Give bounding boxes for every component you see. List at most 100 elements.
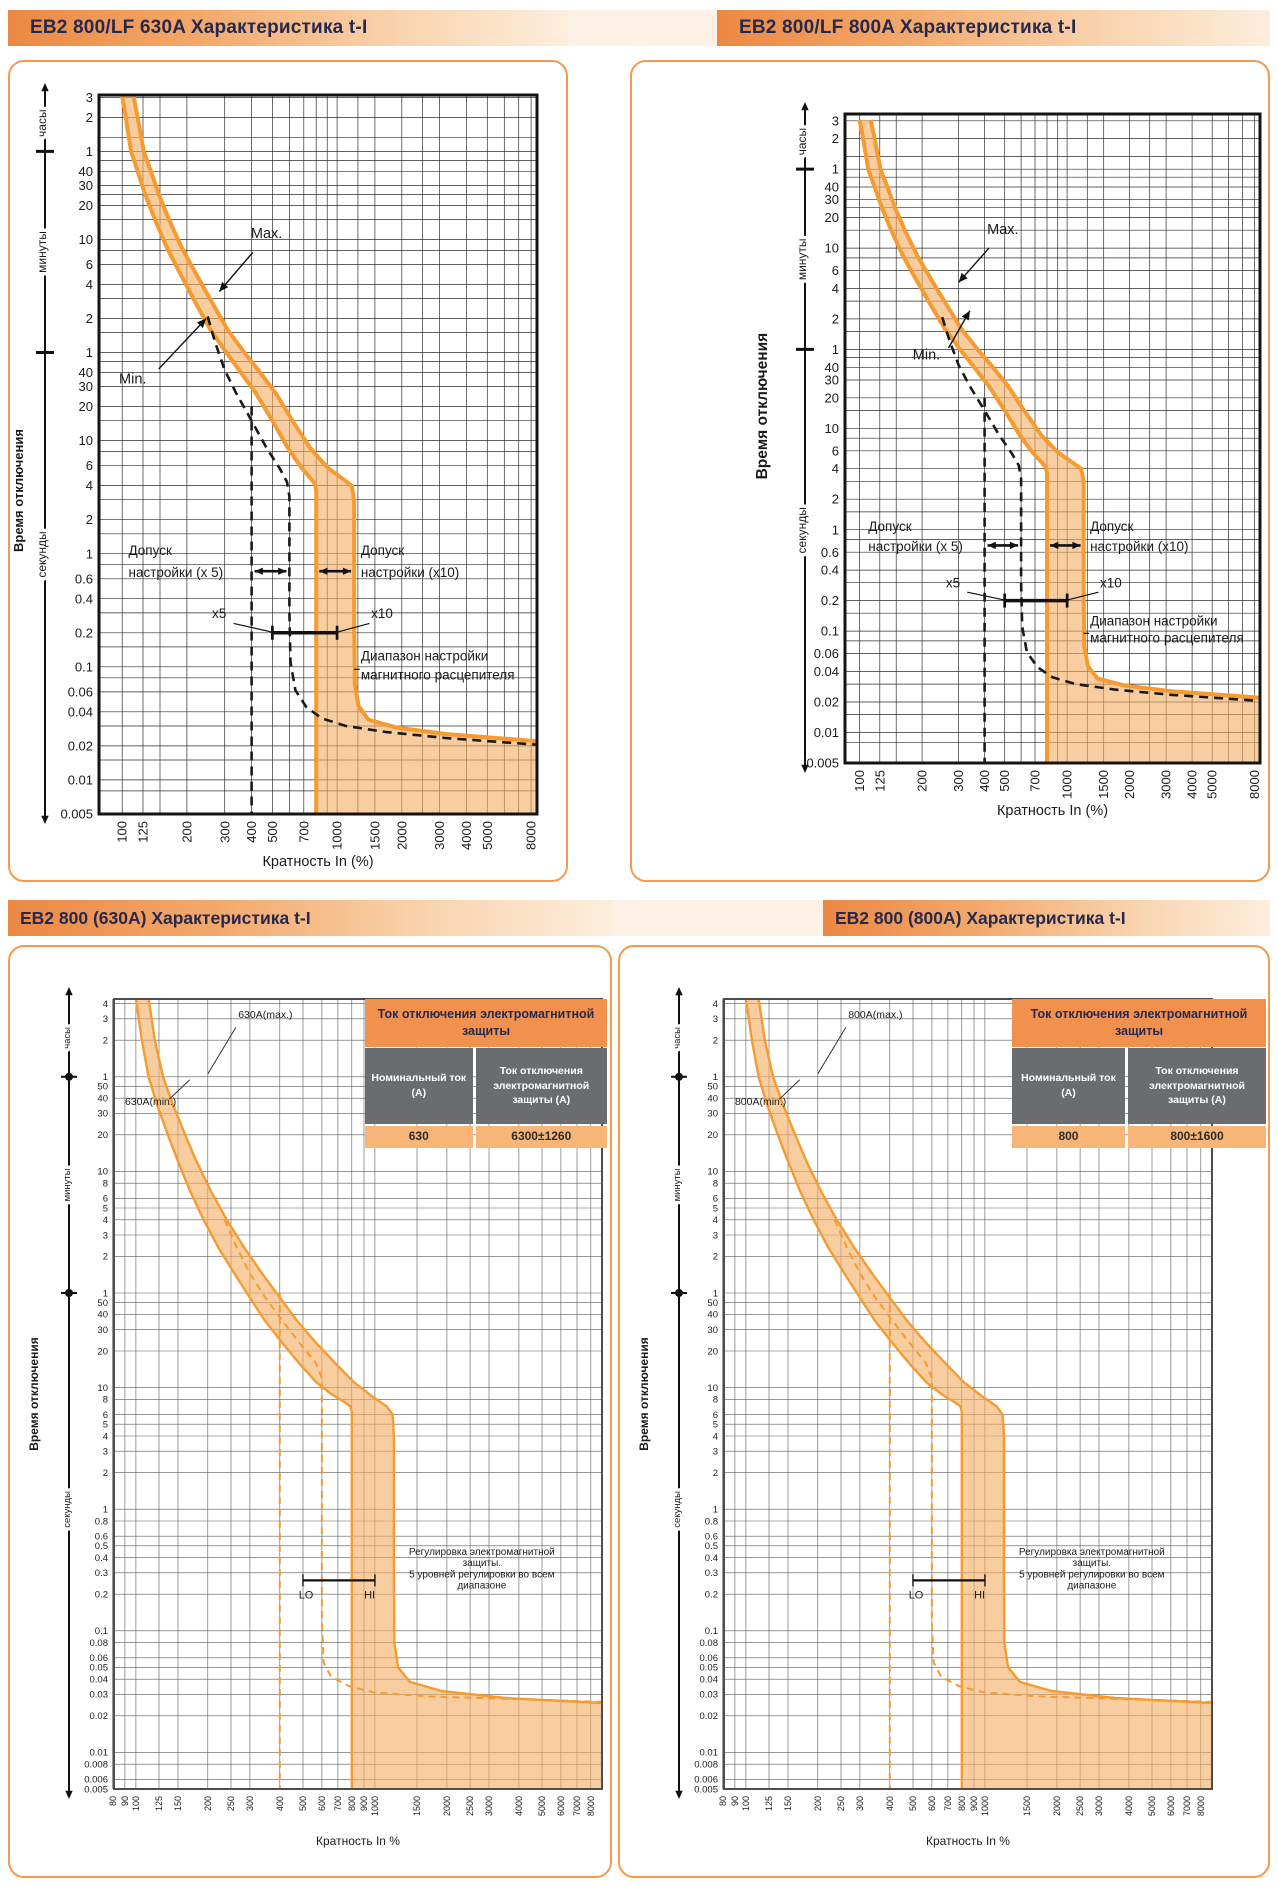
y-tick-label: 6 <box>713 1410 718 1421</box>
y-tick-label: 0.08 <box>700 1638 719 1649</box>
time-unit-label: минуты <box>35 231 49 273</box>
x-tick-label: 250 <box>226 1796 236 1811</box>
grid-line <box>967 591 1005 601</box>
arrowhead <box>219 281 229 292</box>
y-tick-label: 0.02 <box>68 738 93 753</box>
x-tick-label: 3000 <box>1159 770 1174 799</box>
arrowhead <box>801 102 809 111</box>
time-unit-label: минуты <box>795 238 809 280</box>
min-setting-dashed-curve <box>223 1219 603 1703</box>
y-tick-label: 10 <box>825 421 839 436</box>
table-value-trip: 6300±1260 <box>475 1126 607 1148</box>
arrowhead <box>342 567 352 575</box>
arrowhead <box>1050 541 1059 550</box>
t-i-curve-chart-3: 432150403020108654321504030201086543210.… <box>637 987 1213 1848</box>
table-title: Ток отключения электромагнитной защиты <box>365 999 607 1047</box>
y-tick-label: 1 <box>832 342 839 357</box>
y-tick-label: 0.04 <box>68 704 93 719</box>
x-tick-label: 3000 <box>484 1796 494 1816</box>
y-tick-label: 2 <box>713 1252 718 1263</box>
y-tick-label: 30 <box>97 1109 108 1120</box>
x10-label: x10 <box>371 606 393 621</box>
y-tick-label: 4 <box>103 1431 108 1442</box>
regulation-note: диапазоне <box>1067 1581 1116 1592</box>
y-tick-label: 1 <box>713 1288 718 1299</box>
y-tick-label: 3 <box>103 1447 108 1458</box>
y-tick-label: 6 <box>713 1194 718 1205</box>
y-tick-label: 0.6 <box>75 571 93 586</box>
y-tick-label: 3 <box>103 1230 108 1241</box>
y-tick-label: 1 <box>103 1288 108 1299</box>
regulation-note: защиты. <box>463 1558 502 1569</box>
y-tick-label: 0.02 <box>90 1711 109 1722</box>
y-tick-label: 0.4 <box>95 1553 108 1564</box>
x-tick-label: 800 <box>347 1796 357 1811</box>
section-title-800a: EB2 800 (800А) Характеристика t-I <box>835 907 1126 928</box>
magnetic-range-label: Диапазон настройки <box>1090 613 1218 628</box>
time-unit-label: секунды <box>35 531 49 577</box>
arrowhead <box>675 1790 683 1799</box>
arrowhead <box>675 987 683 996</box>
magnetic-range-label: магнитного расцепителя <box>361 668 515 683</box>
min-setting-dashed-curve <box>940 316 1261 703</box>
hi-label: HI <box>364 1589 375 1601</box>
x-tick-label: 900 <box>359 1796 369 1811</box>
y-tick-label: 0.01 <box>68 772 93 787</box>
x-tick-label: 150 <box>173 1796 183 1811</box>
arrowhead <box>254 567 263 575</box>
y-axis-title: Время отключения <box>637 1337 651 1450</box>
y-tick-label: 6 <box>832 263 839 278</box>
y-tick-label: 0.1 <box>821 624 839 639</box>
section-header-630a: EB2 800 (630А) Характеристика t-I <box>8 900 612 936</box>
x-tick-label: 2500 <box>465 1796 475 1816</box>
table-header-row: Номинальный ток (А) Ток отключения элект… <box>365 1048 607 1124</box>
chart-panel-800a: Ток отключения электромагнитной защиты Н… <box>618 945 1270 1878</box>
x-tick-label: 2500 <box>1075 1796 1085 1816</box>
x-tick-label: 1500 <box>412 1796 422 1816</box>
grid-line <box>1067 591 1099 601</box>
y-tick-label: 6 <box>86 257 93 272</box>
x-tick-label: 250 <box>836 1796 846 1811</box>
y-tick-label: 0.01 <box>90 1748 109 1759</box>
y-tick-label: 0.4 <box>705 1553 718 1564</box>
y-tick-label: 1 <box>713 1505 718 1516</box>
y-tick-label: 0.01 <box>700 1748 719 1759</box>
y-tick-label: 0.2 <box>95 1590 108 1601</box>
x-tick-label: 125 <box>136 821 151 843</box>
time-unit-label: часы <box>672 1027 683 1049</box>
grid-line <box>817 1026 847 1075</box>
y-tick-label: 1 <box>713 1072 718 1083</box>
y-axis-title: Время отключения <box>11 429 26 552</box>
y-tick-label: 0.005 <box>84 1784 108 1795</box>
max-label: Max. <box>251 226 282 242</box>
time-unit-ladder <box>796 108 814 767</box>
x-tick-label: 2000 <box>394 821 409 850</box>
x-tick-label: 1500 <box>1022 1796 1032 1816</box>
arrowhead <box>987 541 996 550</box>
x-tick-label: 500 <box>997 770 1012 792</box>
y-tick-label: 10 <box>707 1167 718 1178</box>
y-tick-label: 4 <box>832 281 839 296</box>
y-tick-label: 0.5 <box>705 1541 718 1552</box>
x-tick-label: 4000 <box>514 1796 524 1816</box>
time-unit-label: секунды <box>672 1491 683 1528</box>
y-tick-label: 5 <box>103 1203 108 1214</box>
table-col-trip-current: Ток отключения электромагнитной защиты (… <box>1127 1048 1266 1124</box>
min-setting-dashed-curve <box>833 1219 1213 1703</box>
x-tick-label: 800 <box>957 1796 967 1811</box>
y-tick-label: 8 <box>103 1395 108 1406</box>
y-tick-label: 8 <box>713 1395 718 1406</box>
arrowhead <box>278 567 287 575</box>
tolerance-x10-label: Допуск <box>361 543 404 558</box>
max-label: Max. <box>987 222 1018 238</box>
time-unit-ladder <box>61 993 77 1793</box>
table-title: Ток отключения электромагнитной защиты <box>1012 999 1266 1047</box>
y-tick-label: 0.06 <box>90 1653 109 1664</box>
y-tick-label: 6 <box>103 1194 108 1205</box>
y-tick-label: 2 <box>713 1035 718 1046</box>
y-tick-label: 4 <box>86 277 93 292</box>
x-tick-label: 600 <box>927 1796 937 1811</box>
x-tick-label: 4000 <box>1185 770 1200 799</box>
table-value-nominal: 800 <box>1012 1126 1125 1148</box>
y-tick-label: 40 <box>97 1094 108 1105</box>
